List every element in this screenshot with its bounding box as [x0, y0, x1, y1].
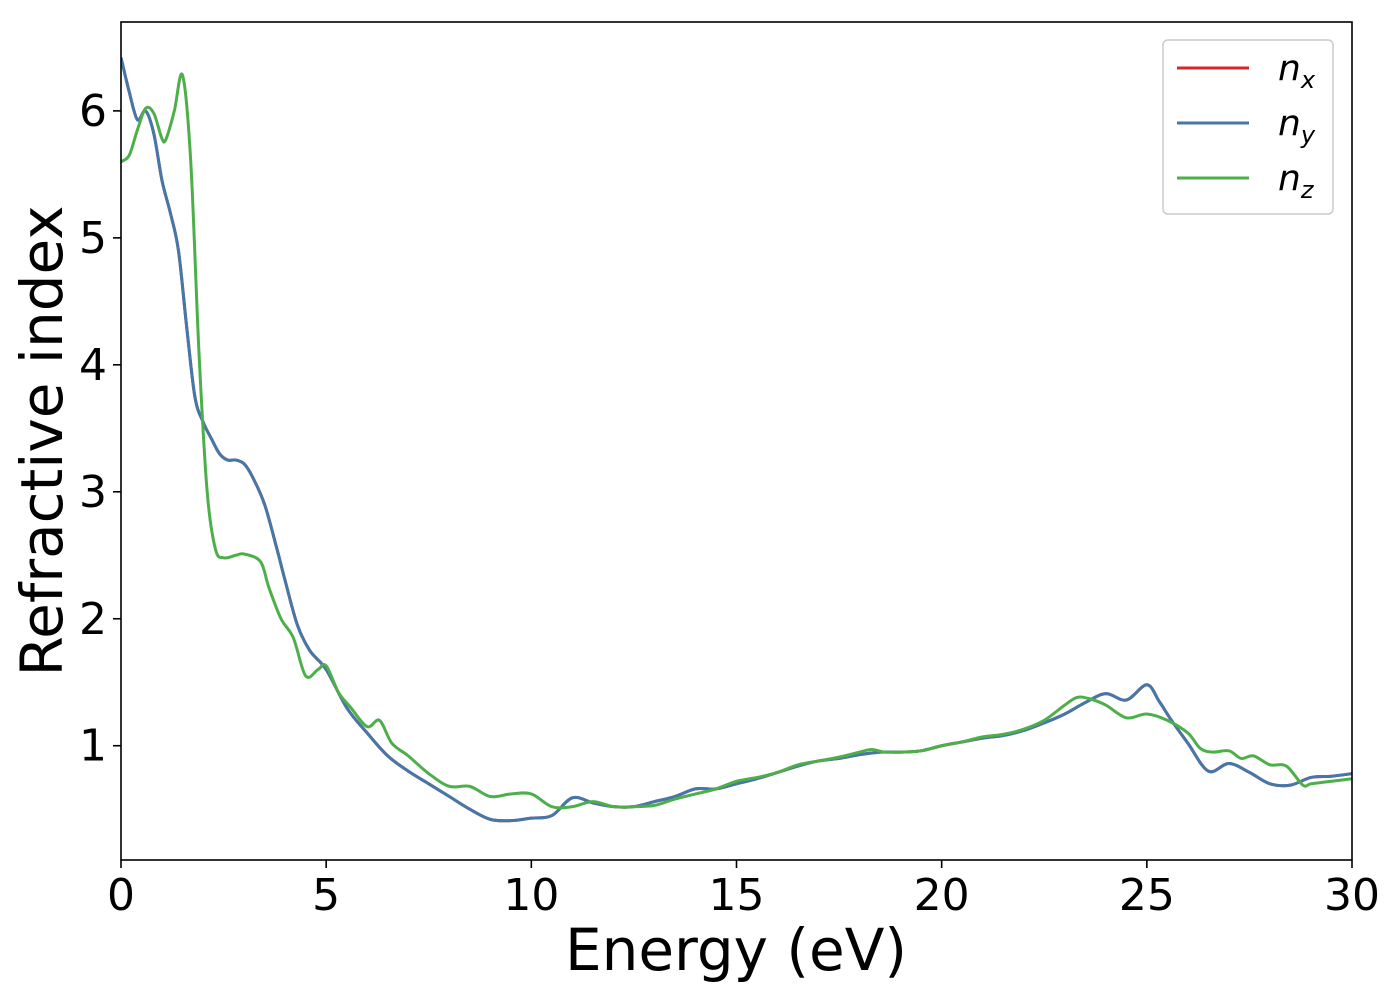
legend-label-nz: nz	[1278, 158, 1315, 204]
legend: nx ny nz	[1162, 39, 1334, 215]
x-tick-label: 25	[1119, 870, 1175, 921]
x-tick-label: 0	[107, 870, 135, 921]
legend-frame	[1162, 39, 1334, 215]
x-tick-label: 5	[312, 870, 340, 921]
x-tick-label: 30	[1324, 870, 1380, 921]
y-tick-label: 2	[79, 594, 107, 645]
series-line-nz	[121, 72, 1352, 810]
ticks-layer: 0 5 10 15 20 25 30 1 2 3 4 5 6	[79, 86, 1380, 921]
y-axis-title: Refractive index	[8, 205, 76, 676]
x-tick-label: 15	[709, 870, 765, 921]
legend-label-ny: ny	[1278, 103, 1316, 149]
x-tick-label: 20	[914, 870, 970, 921]
y-tick-label: 3	[79, 467, 107, 518]
x-axis-title: Energy (eV)	[565, 916, 907, 984]
y-tick-label: 4	[79, 340, 107, 391]
x-tick-label: 10	[503, 870, 559, 921]
y-tick-label: 6	[79, 86, 107, 137]
y-tick-label: 5	[79, 213, 107, 264]
legend-label-nx: nx	[1278, 48, 1316, 94]
y-tick-label: 1	[79, 721, 107, 772]
series-layer	[121, 57, 1352, 823]
